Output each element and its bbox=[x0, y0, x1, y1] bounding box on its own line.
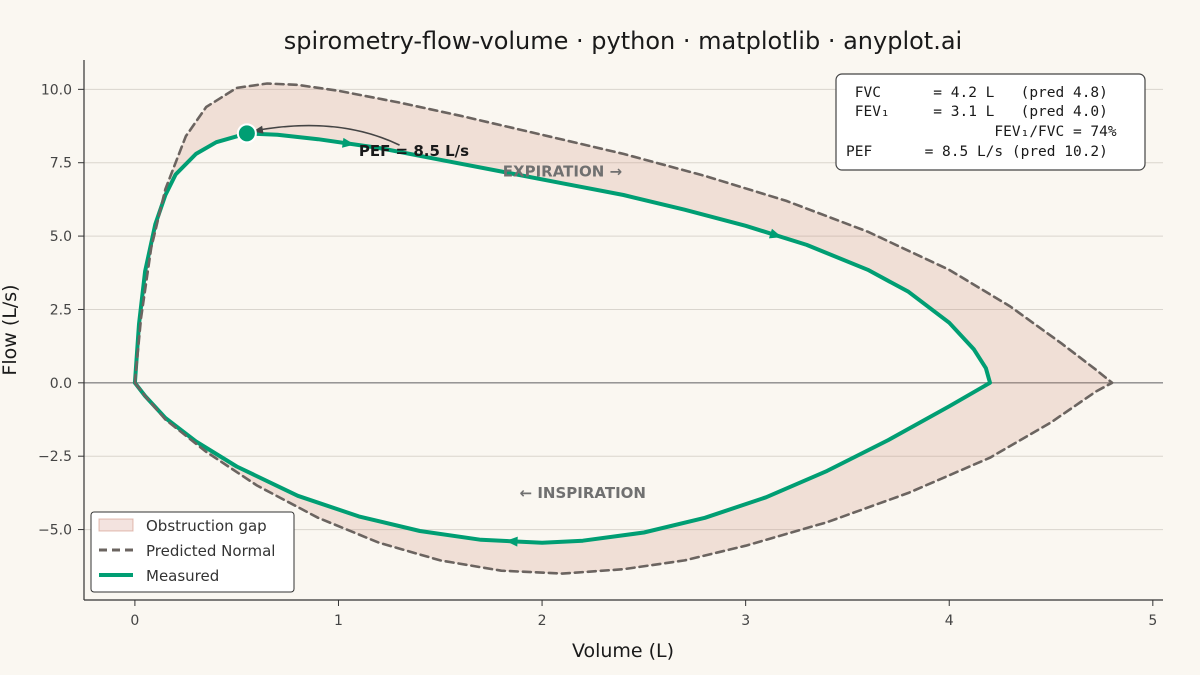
x-tick-label-0: 0 bbox=[130, 613, 139, 629]
y-tick-label-5: 7.5 bbox=[50, 156, 72, 172]
stats-line-fvc: FVC = 4.2 L (pred 4.8) bbox=[846, 85, 1108, 101]
pef-label: PEF = 8.5 L/s bbox=[359, 142, 469, 160]
stats-line-ratio: FEV₁/FVC = 74% bbox=[846, 124, 1117, 140]
legend-label-predicted-normal: Predicted Normal bbox=[146, 542, 275, 560]
y-tick-label-1: −2.5 bbox=[38, 449, 72, 465]
pef-marker bbox=[236, 123, 257, 144]
stats-box: FVC = 4.2 L (pred 4.8) FEV₁ = 3.1 L (pre… bbox=[835, 73, 1146, 171]
expiration-arrow-2 bbox=[768, 228, 782, 239]
y-tick-label-0: −5.0 bbox=[38, 523, 72, 539]
pef-annotation-arrow bbox=[256, 124, 400, 146]
inspiration-arrow bbox=[505, 536, 518, 547]
x-tick-label-5: 5 bbox=[1148, 613, 1157, 629]
x-tick-label-4: 4 bbox=[945, 613, 954, 629]
measured-line bbox=[132, 131, 992, 545]
grid-layer bbox=[84, 88, 1163, 531]
x-axis-label: Volume (L) bbox=[572, 640, 674, 662]
y-tick-label-2: 0.0 bbox=[50, 376, 72, 392]
axes-layer: 0 1 2 3 4 5 −5.0 −2.5 0.0 2.5 5.0 7.5 10.0 bbox=[38, 60, 1163, 629]
annotation-layer: PEF = 8.5 L/s EXPIRATION → ← INSPIRATION bbox=[236, 123, 646, 502]
legend-label-measured: Measured bbox=[146, 567, 219, 585]
stats-line-fev1: FEV₁ = 3.1 L (pred 4.0) bbox=[846, 104, 1108, 120]
y-tick-label-4: 5.0 bbox=[50, 229, 72, 245]
legend: Obstruction gap Predicted Normal Measure… bbox=[90, 511, 295, 593]
series-layer bbox=[132, 82, 1114, 575]
predicted-normal-line bbox=[133, 82, 1114, 575]
x-tick-label-3: 3 bbox=[741, 613, 750, 629]
stats-line-pef: PEF = 8.5 L/s (pred 10.2) bbox=[846, 144, 1108, 160]
x-tick-label-1: 1 bbox=[334, 613, 343, 629]
legend-frame bbox=[90, 511, 295, 593]
y-tick-label-6: 10.0 bbox=[41, 82, 72, 98]
expiration-arrow-1 bbox=[342, 137, 355, 148]
stats-box-frame bbox=[835, 73, 1146, 171]
legend-label-obstruction-gap: Obstruction gap bbox=[146, 517, 267, 535]
y-axis-label: Flow (L/s) bbox=[0, 284, 21, 375]
x-tick-label-2: 2 bbox=[538, 613, 547, 629]
chart-title: spirometry-flow-volume · python · matplo… bbox=[284, 27, 962, 55]
y-tick-label-3: 2.5 bbox=[50, 302, 72, 318]
expiration-label: EXPIRATION → bbox=[503, 163, 622, 181]
legend-swatch-obstruction-gap bbox=[98, 518, 134, 532]
inspiration-label: ← INSPIRATION bbox=[520, 484, 646, 502]
